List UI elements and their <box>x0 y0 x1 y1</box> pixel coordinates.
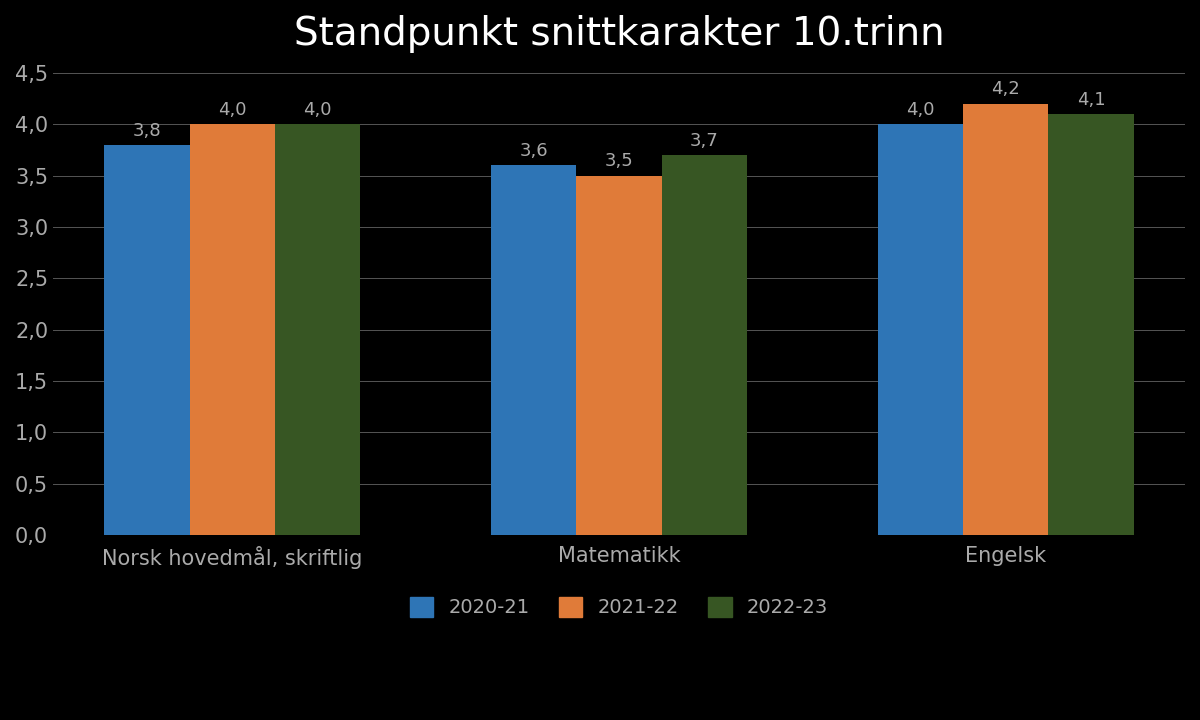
Text: 3,8: 3,8 <box>133 122 161 140</box>
Bar <box>661 155 746 535</box>
Text: 3,5: 3,5 <box>605 153 634 171</box>
Bar <box>190 124 275 535</box>
Text: 3,7: 3,7 <box>690 132 719 150</box>
Text: 4,0: 4,0 <box>218 101 246 119</box>
Bar <box>576 176 661 535</box>
Bar <box>878 124 964 535</box>
Bar <box>104 145 190 535</box>
Text: 4,0: 4,0 <box>906 101 935 119</box>
Text: 4,0: 4,0 <box>302 101 331 119</box>
Bar <box>964 104 1049 535</box>
Bar <box>275 124 360 535</box>
Text: 4,1: 4,1 <box>1076 91 1105 109</box>
Text: 3,6: 3,6 <box>520 142 548 160</box>
Bar <box>1049 114 1134 535</box>
Text: 4,2: 4,2 <box>991 81 1020 99</box>
Legend: 2020-21, 2021-22, 2022-23: 2020-21, 2021-22, 2022-23 <box>400 588 838 627</box>
Title: Standpunkt snittkarakter 10.trinn: Standpunkt snittkarakter 10.trinn <box>294 15 944 53</box>
Bar <box>491 166 576 535</box>
